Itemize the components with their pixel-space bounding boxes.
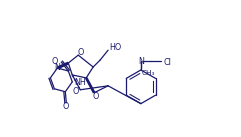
- Text: O: O: [72, 87, 79, 96]
- Text: N: N: [138, 57, 144, 66]
- Text: CH₃: CH₃: [142, 70, 155, 76]
- Text: O: O: [62, 102, 68, 111]
- Text: N: N: [54, 62, 60, 72]
- Text: NH: NH: [74, 78, 86, 87]
- Text: O: O: [52, 57, 58, 66]
- Text: Cl: Cl: [164, 58, 172, 67]
- Text: O: O: [93, 92, 99, 101]
- Text: HO: HO: [109, 43, 121, 52]
- Text: O: O: [77, 48, 83, 57]
